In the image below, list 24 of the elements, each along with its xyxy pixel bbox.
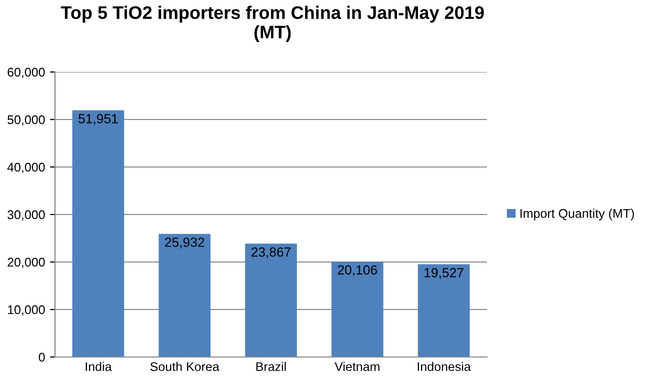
legend-label: Import Quantity (MT) [520, 208, 634, 220]
y-tick-label: 10,000 [8, 305, 45, 316]
y-tick-label: 50,000 [8, 115, 45, 126]
x-tick-label: Brazil [256, 362, 286, 372]
bar [245, 244, 297, 357]
text: 51,951 [78, 114, 118, 125]
y-tick-label: 60,000 [8, 68, 45, 78]
text: 19,527 [424, 268, 464, 279]
y-tick-label: 20,000 [8, 258, 45, 268]
text: 23,867 [251, 247, 291, 258]
y-tick-label: 30,000 [8, 210, 45, 221]
text: 25,932 [165, 238, 204, 248]
x-tick-label: India [86, 362, 112, 372]
bar [72, 110, 124, 357]
x-tick-label: Vietnam [334, 362, 380, 372]
x-tick-label: Indonesia [418, 362, 471, 372]
text: 20,106 [338, 265, 377, 276]
x-tick-label: South Korea [150, 362, 220, 372]
bar [158, 234, 211, 357]
y-tick-label: 40,000 [7, 162, 45, 174]
bar [418, 264, 470, 357]
y-tick-label: 0 [38, 352, 45, 362]
bar [331, 261, 384, 357]
chart-title: Top 5 TiO2 importers from China in Jan-May 2019 (MT) [60, 6, 484, 42]
